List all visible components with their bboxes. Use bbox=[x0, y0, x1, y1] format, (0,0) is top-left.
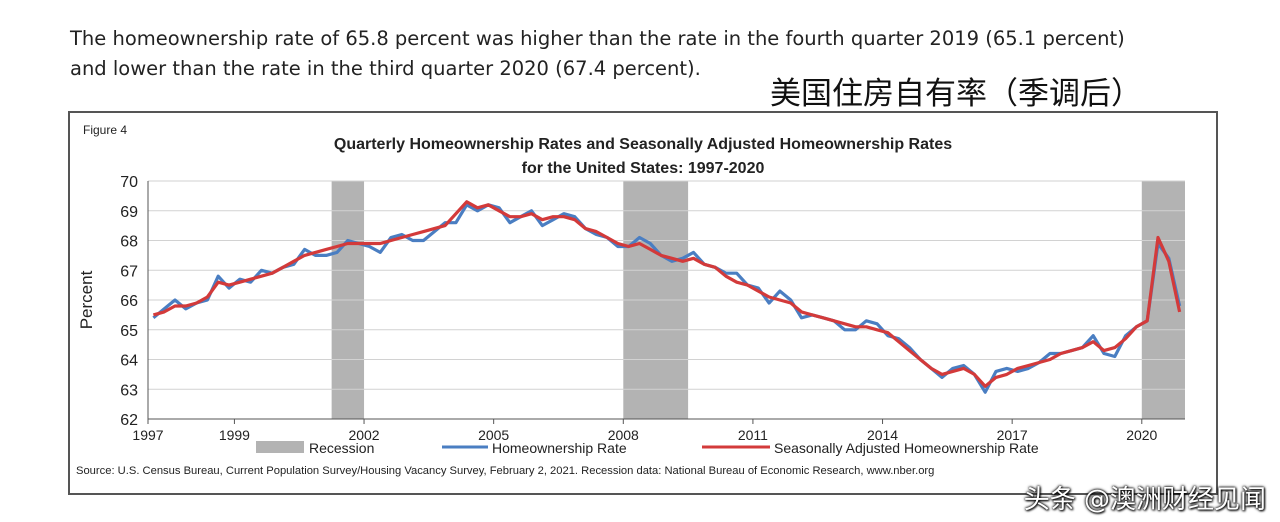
x-tick-label: 2005 bbox=[478, 427, 509, 443]
chinese-title: 美国住房自有率（季调后） bbox=[770, 76, 1142, 112]
y-tick-label: 64 bbox=[120, 353, 138, 370]
y-tick-label: 68 bbox=[120, 234, 138, 251]
y-tick-label: 65 bbox=[120, 323, 138, 340]
intro-line-1: The homeownership rate of 65.8 percent w… bbox=[70, 27, 1125, 50]
y-tick-label: 66 bbox=[120, 293, 138, 310]
x-tick-label: 2011 bbox=[738, 427, 768, 443]
homeownership-chart: Figure 4 Quarterly Homeownership Rates a… bbox=[76, 123, 1185, 477]
x-tick-label: 2002 bbox=[348, 427, 379, 443]
watermark: 头条 @澳洲财经见闻 bbox=[1023, 485, 1266, 515]
legend: Recession Homeownership Rate Seasonally … bbox=[256, 440, 1039, 456]
x-tick-label: 1997 bbox=[132, 427, 163, 443]
intro-paragraph: The homeownership rate of 65.8 percent w… bbox=[70, 24, 1200, 84]
series-lines bbox=[152, 200, 1182, 394]
x-tick-label: 2020 bbox=[1126, 427, 1157, 443]
chart-title-line-2: for the United States: 1997-2020 bbox=[522, 160, 765, 177]
y-axis-label: Percent bbox=[77, 270, 96, 329]
chart-title-line-1: Quarterly Homeownership Rates and Season… bbox=[334, 136, 952, 153]
x-tick-label: 2014 bbox=[867, 427, 898, 443]
figure-label: Figure 4 bbox=[83, 123, 127, 137]
y-tick-label: 63 bbox=[120, 382, 138, 399]
chart-frame: Figure 4 Quarterly Homeownership Rates a… bbox=[68, 111, 1218, 495]
x-tick-label: 1999 bbox=[219, 427, 250, 443]
x-tick-label: 2008 bbox=[608, 427, 639, 443]
y-tick-label: 70 bbox=[120, 174, 138, 191]
y-tick-label: 67 bbox=[120, 263, 138, 280]
legend-recession-swatch bbox=[256, 441, 304, 453]
y-tick-label: 69 bbox=[120, 204, 138, 221]
intro-line-2: and lower than the rate in the third qua… bbox=[70, 57, 701, 80]
legend-homeownership-label: Homeownership Rate bbox=[492, 440, 627, 456]
legend-seasonally-adjusted-label: Seasonally Adjusted Homeownership Rate bbox=[774, 440, 1039, 456]
chart-source-note: Source: U.S. Census Bureau, Current Popu… bbox=[76, 465, 934, 477]
x-tick-label: 2017 bbox=[997, 427, 1028, 443]
axes: 1997 1999 2002 2005 2008 2011 2014 2017 2020 bbox=[132, 181, 1185, 443]
y-tick-label: 62 bbox=[120, 412, 138, 429]
legend-recession-label: Recession bbox=[309, 440, 374, 456]
series-line-seasonally-adjusted bbox=[152, 200, 1182, 388]
